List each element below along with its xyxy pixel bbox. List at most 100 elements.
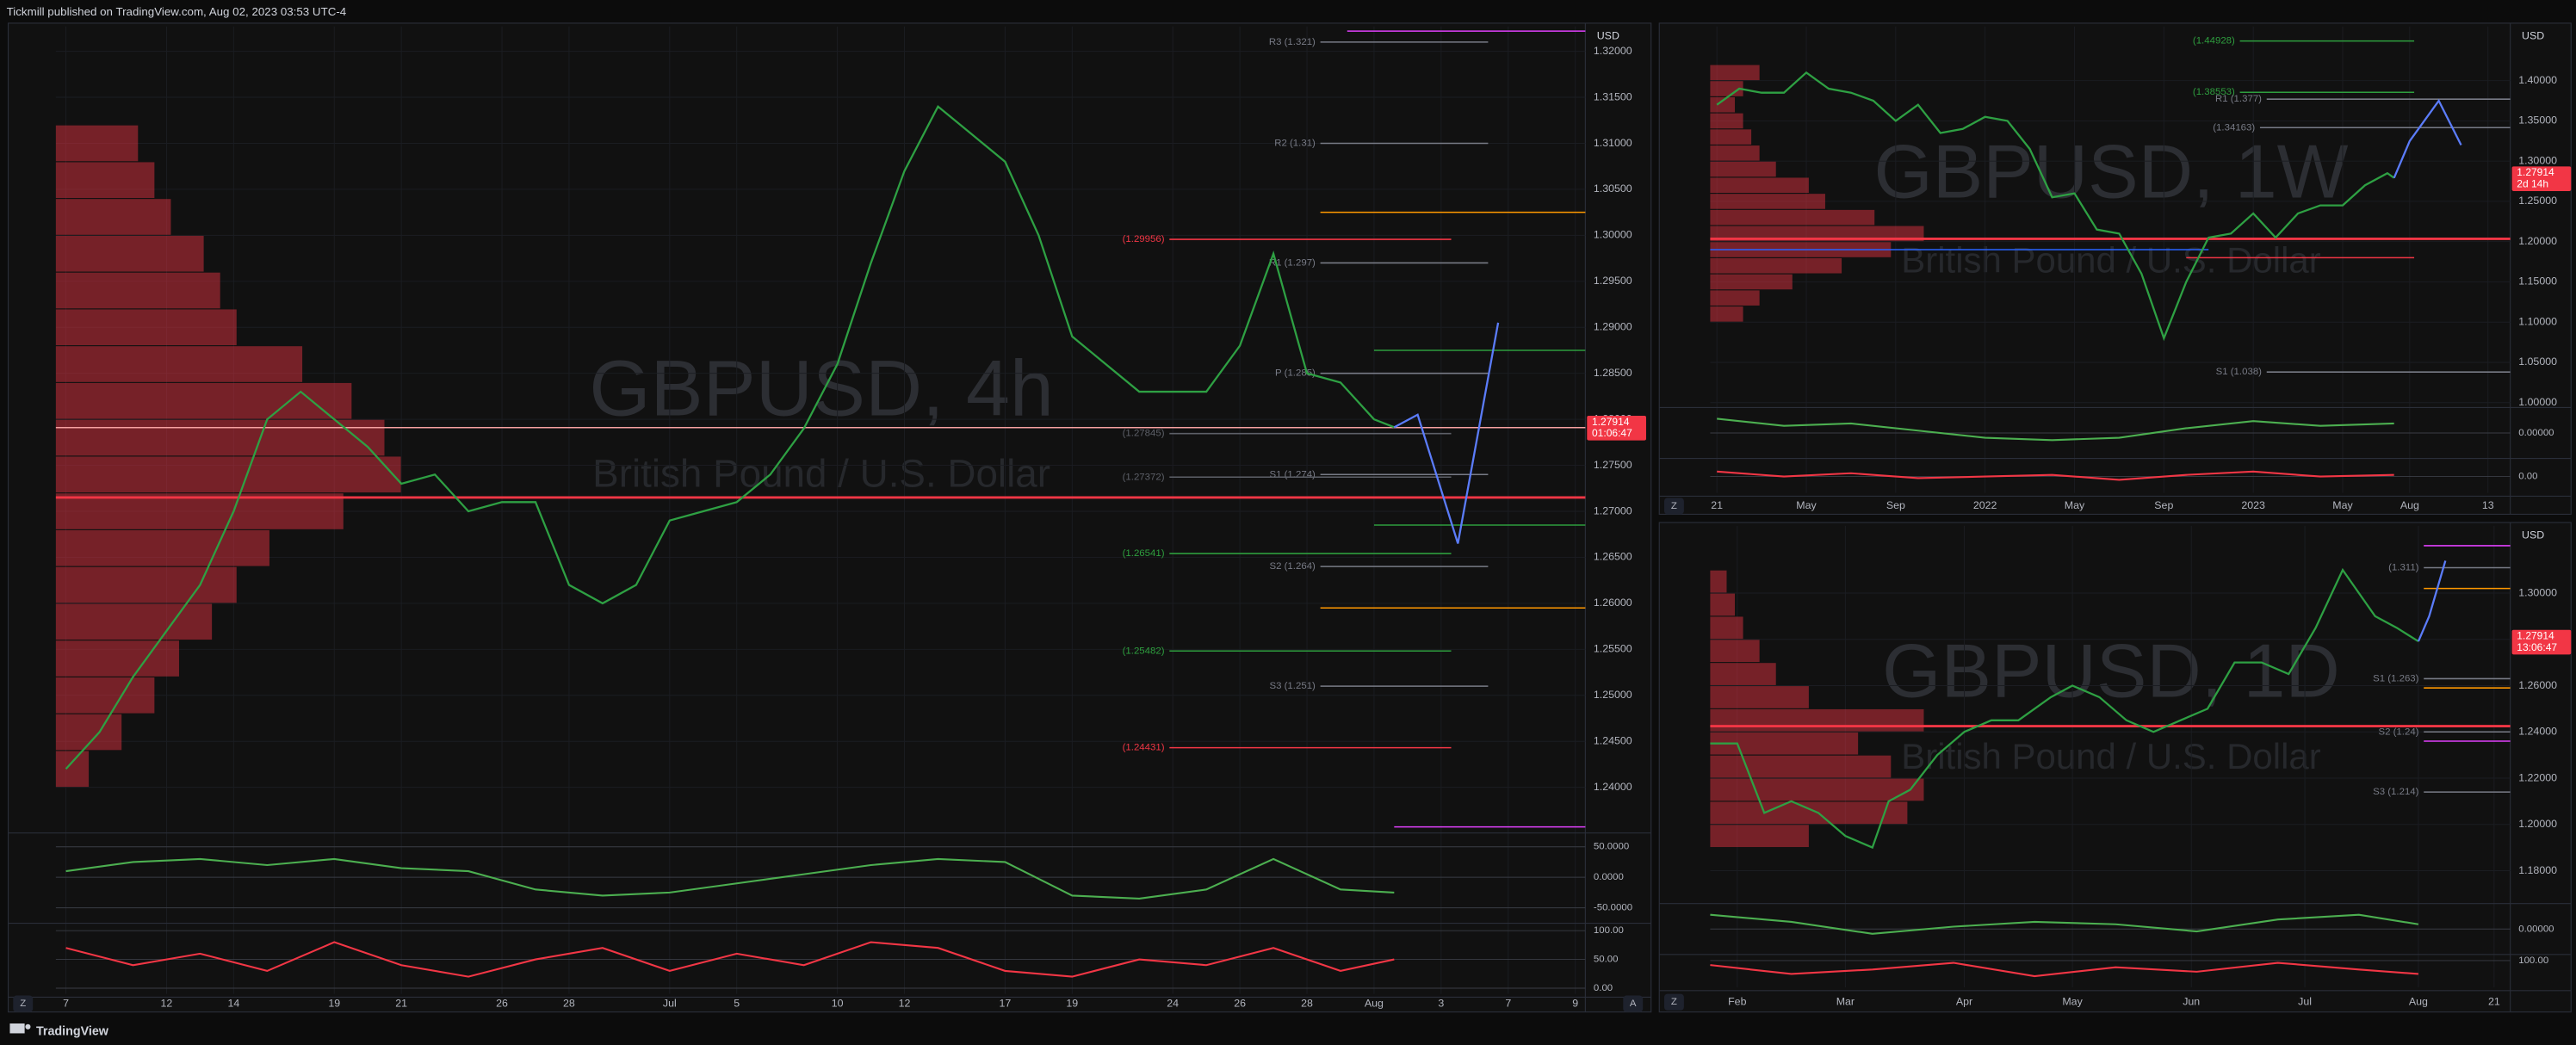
- y-tick-label: 1.22000: [2518, 771, 2557, 783]
- scale-button[interactable]: [13, 995, 34, 1012]
- level-label: R3 (1.321): [1269, 37, 1316, 47]
- scale-button-label[interactable]: Z: [1671, 997, 1677, 1007]
- price-line: [1716, 71, 2395, 342]
- volume-profile-bar: [1710, 306, 1743, 322]
- volume-profile-bar: [55, 640, 179, 677]
- volume-profile-bar: [1710, 616, 1743, 640]
- x-tick-label: 2023: [2241, 499, 2265, 511]
- bar-countdown: 01:06:47: [1592, 427, 1632, 439]
- scale-button[interactable]: [1623, 995, 1644, 1012]
- currency-label: USD: [1597, 29, 1619, 41]
- volume-profile-bar: [1710, 663, 1776, 685]
- level-label: S2 (1.24): [2378, 727, 2418, 737]
- oscillator-tick-label: 50.00: [1594, 955, 1619, 965]
- x-tick-label: Aug: [2409, 995, 2428, 1007]
- y-tick-label: 1.30000: [2518, 154, 2557, 166]
- x-tick-label: May: [2332, 499, 2353, 511]
- x-tick-label: Aug: [1365, 997, 1384, 1009]
- watermark-title: GBPUSD, 1W: [1873, 129, 2348, 213]
- volume-profile-bar: [1710, 96, 1736, 113]
- volume-profile-bar: [55, 751, 90, 788]
- level-label: S1 (1.038): [2216, 367, 2263, 377]
- volume-profile-bar: [1710, 801, 1908, 825]
- volume-profile-bar: [1710, 778, 1924, 801]
- oscillator-tick-label: 100.00: [2518, 955, 2548, 966]
- watermark-subtitle: British Pound / U.S. Dollar: [1901, 240, 2321, 281]
- volume-profile-bar: [55, 382, 352, 419]
- oscillator-tick-label: -50.0000: [1594, 903, 1632, 913]
- y-tick-label: 1.24000: [2518, 726, 2557, 738]
- level-label: S3 (1.251): [1269, 681, 1316, 691]
- footer-brand: TradingView: [36, 1024, 109, 1038]
- y-tick-label: 1.15000: [2518, 275, 2557, 288]
- scale-button-label[interactable]: Z: [20, 999, 26, 1009]
- volume-profile-bar: [1710, 161, 1776, 177]
- volume-profile-bar: [55, 566, 237, 603]
- volume-profile-bar: [55, 309, 237, 346]
- volume-profile-bar: [1710, 177, 1809, 194]
- level-label: (1.44928): [2193, 36, 2235, 46]
- y-tick-label: 1.27000: [1594, 504, 1632, 516]
- x-tick-label: 26: [1234, 997, 1246, 1009]
- y-tick-label: 1.26000: [1594, 597, 1632, 609]
- chart-panel: [1658, 22, 2572, 516]
- x-tick-label: 28: [1301, 997, 1313, 1009]
- x-tick-label: Jul: [2298, 995, 2312, 1007]
- x-tick-label: 21: [2488, 995, 2500, 1007]
- price-line: [1710, 567, 2419, 850]
- x-tick-label: 13: [2482, 499, 2494, 511]
- x-tick-label: 21: [1711, 499, 1723, 511]
- volume-profile-bar: [1710, 129, 1752, 145]
- volume-profile-bar: [1710, 194, 1825, 209]
- scale-button-label[interactable]: A: [1630, 999, 1637, 1009]
- currency-label: USD: [2522, 29, 2544, 41]
- x-tick-label: 26: [496, 997, 508, 1009]
- volume-profile-bar: [55, 272, 220, 309]
- oscillator-line: [1717, 417, 2394, 442]
- volume-profile-bar: [55, 235, 204, 272]
- x-tick-label: Aug: [2400, 499, 2419, 511]
- volume-profile-bar: [1710, 570, 1727, 593]
- level-label: S2 (1.264): [1269, 561, 1316, 572]
- volume-profile-bar: [55, 529, 269, 566]
- y-tick-label: 1.05000: [2518, 356, 2557, 368]
- y-tick-label: 1.28500: [1594, 367, 1632, 379]
- x-tick-label: May: [2062, 995, 2083, 1007]
- chart-panel: [1658, 522, 2572, 1013]
- x-tick-label: 10: [832, 997, 844, 1009]
- y-tick-label: 1.25500: [1594, 643, 1632, 655]
- oscillator-tick-label: 0.00: [2518, 472, 2537, 482]
- x-tick-label: 14: [227, 997, 239, 1009]
- x-tick-label: 9: [1572, 997, 1578, 1009]
- y-tick-label: 1.20000: [2518, 818, 2557, 830]
- y-tick-label: 1.29000: [1594, 321, 1632, 333]
- oscillator-tick-label: 0.00000: [2518, 924, 2554, 934]
- volume-profile-bar: [55, 456, 401, 493]
- level-label: R2 (1.31): [1274, 138, 1316, 148]
- x-tick-label: 19: [328, 997, 340, 1009]
- volume-profile-bar: [55, 346, 303, 382]
- oscillator-tick-label: 0.00000: [2518, 428, 2554, 438]
- last-price-tag: [2511, 166, 2572, 191]
- oscillator-line: [1710, 962, 2419, 978]
- y-tick-label: 1.31500: [1594, 90, 1632, 102]
- scale-button[interactable]: [1663, 498, 1684, 515]
- volume-profile-bar: [55, 603, 213, 640]
- level-label: R1 (1.377): [2215, 94, 2262, 104]
- volume-profile-bar: [55, 677, 155, 714]
- y-tick-label: 1.26500: [1594, 551, 1632, 563]
- scale-button-label[interactable]: Z: [1671, 501, 1677, 511]
- volume-profile-bar: [1710, 257, 1842, 274]
- last-price-tag: [2511, 629, 2572, 655]
- watermark-subtitle: British Pound / U.S. Dollar: [1901, 736, 2321, 776]
- last-price-tag: [1587, 415, 1646, 441]
- volume-profile-bar: [1710, 290, 1760, 306]
- y-tick-label: 1.18000: [2518, 864, 2557, 876]
- x-tick-label: Feb: [1728, 995, 1746, 1007]
- scale-button[interactable]: [1663, 993, 1684, 1011]
- y-tick-label: 1.26000: [2518, 679, 2557, 691]
- price-line: [2393, 98, 2462, 179]
- y-tick-label: 1.30000: [1594, 229, 1632, 241]
- watermark-title: GBPUSD, 4h: [589, 344, 1053, 432]
